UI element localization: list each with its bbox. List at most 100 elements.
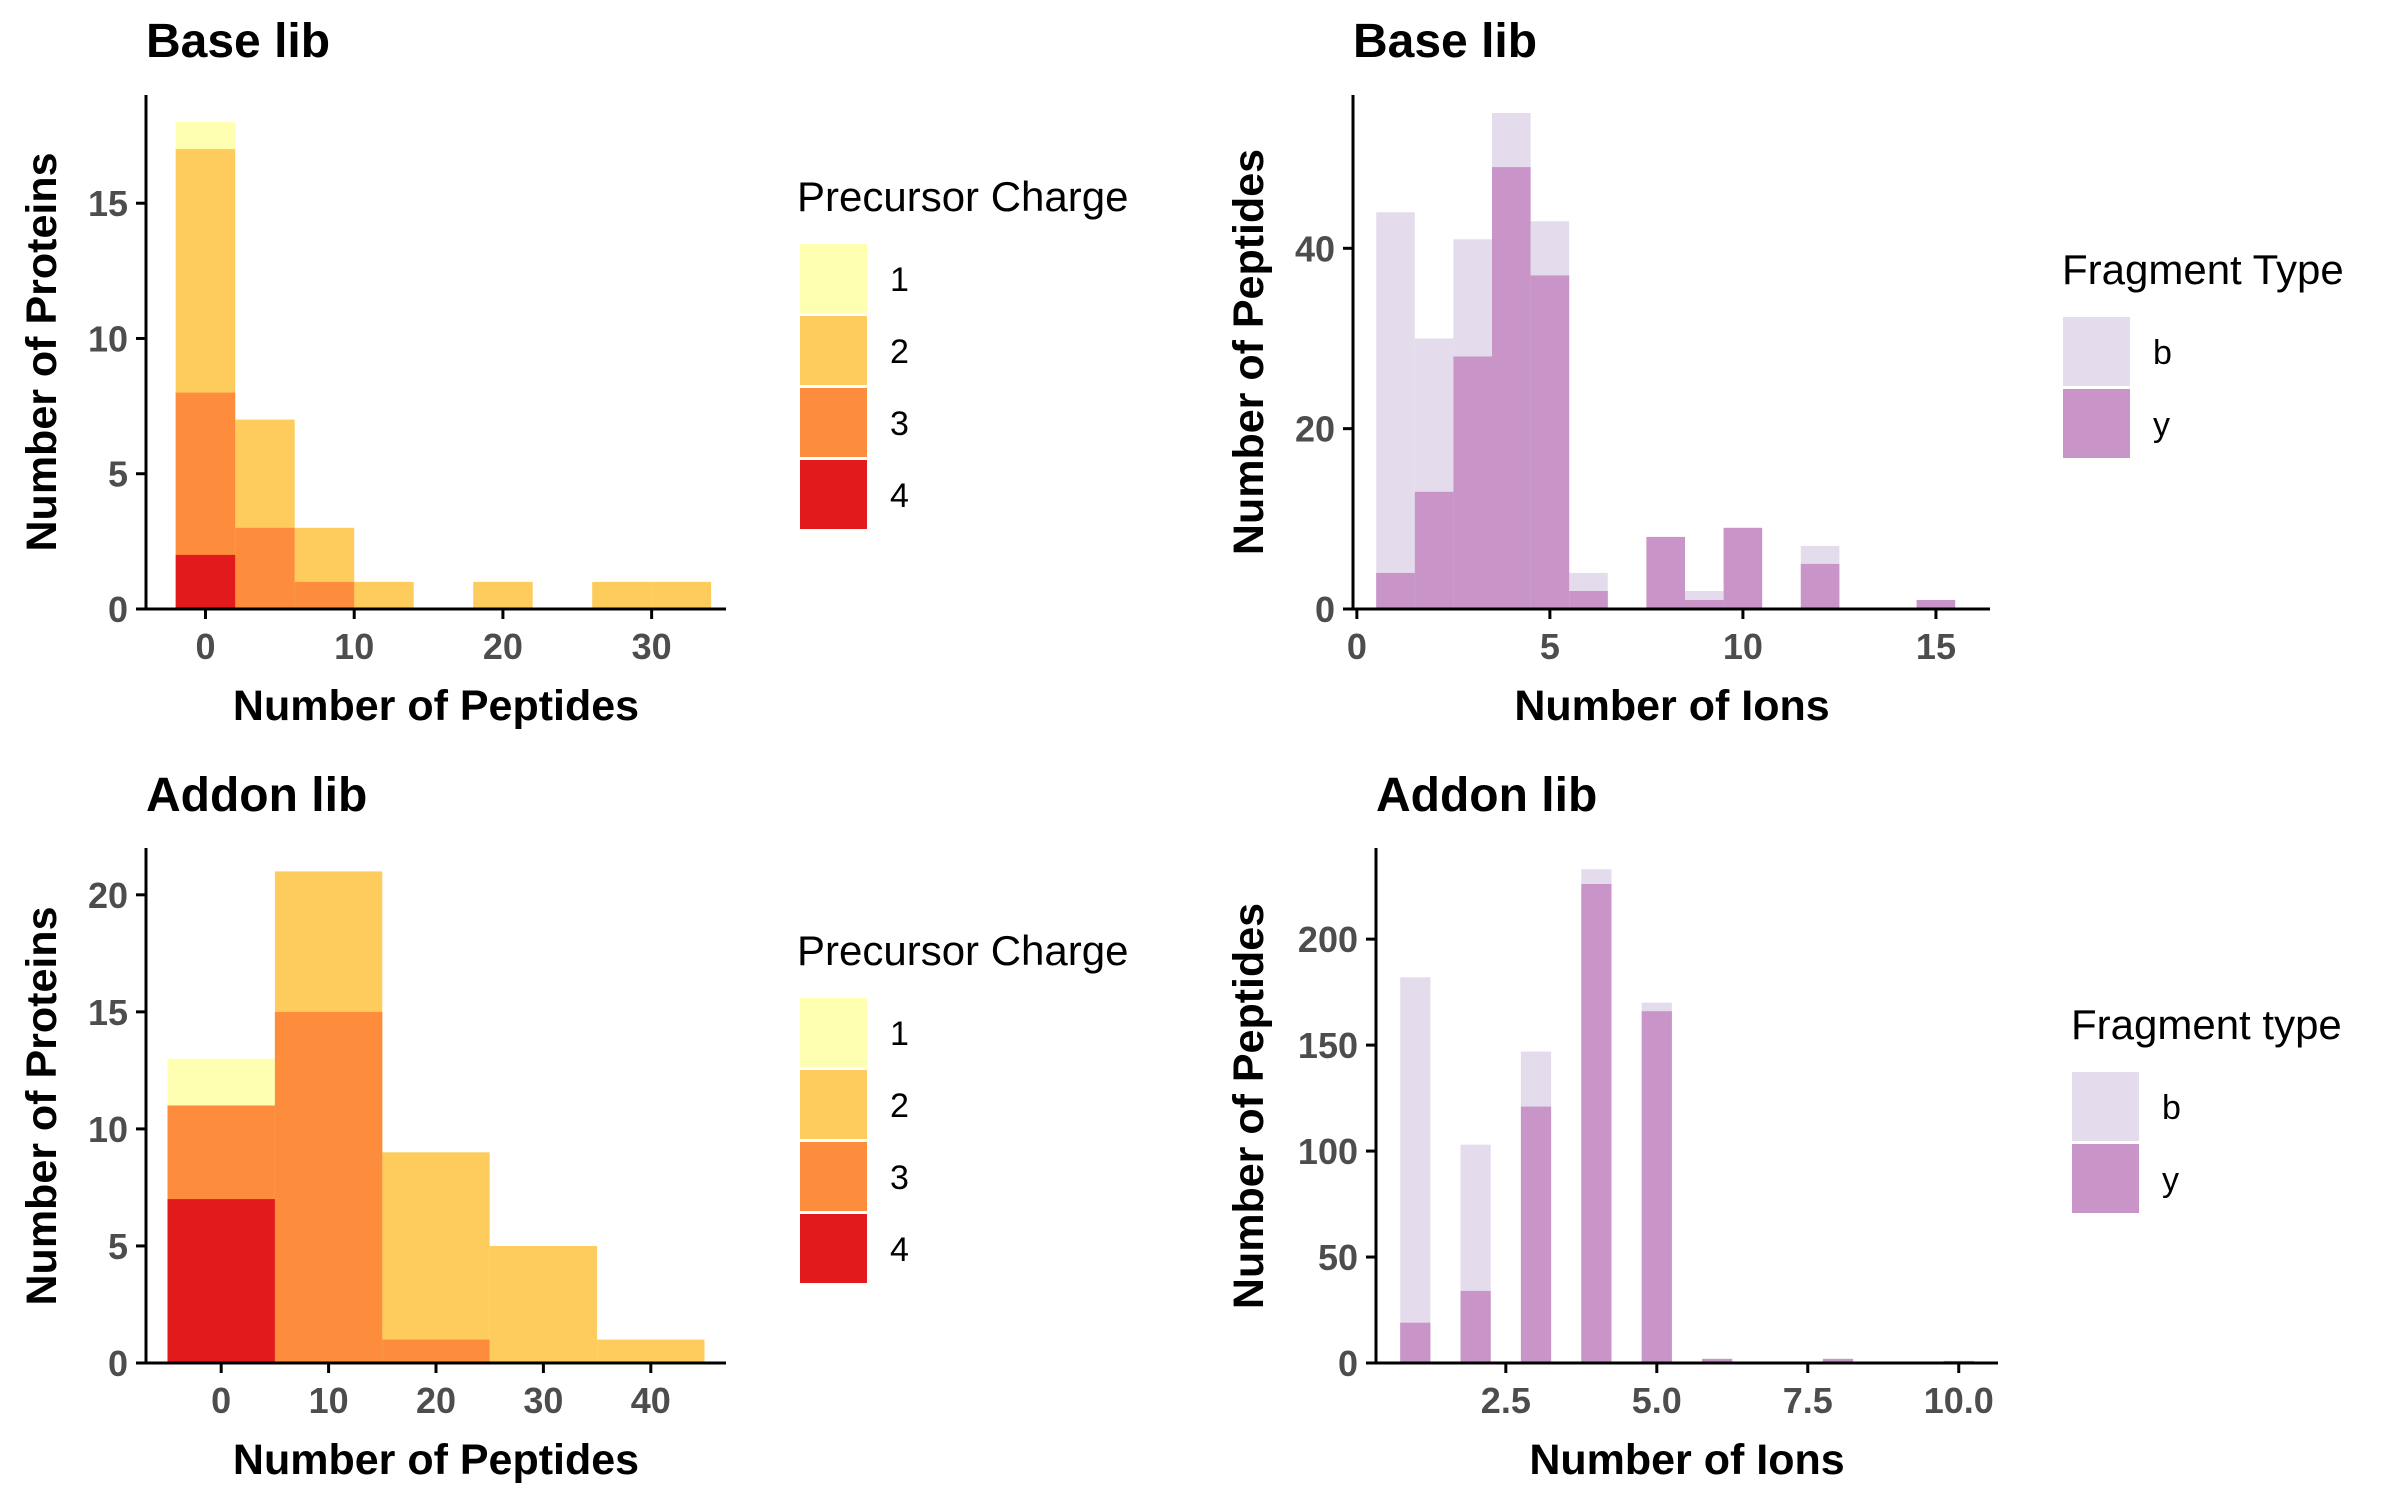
y-tick-label: 150 [1298, 1025, 1358, 1066]
y-axis-label: Number of Proteins [18, 153, 66, 552]
legend-key-charge-2 [800, 1070, 867, 1139]
panel-title: Addon lib [146, 769, 367, 822]
y-tick-label: 50 [1318, 1237, 1358, 1278]
bars-group [1400, 869, 1974, 1363]
y-tick-label: 20 [88, 875, 128, 916]
x-axis-label: Number of Ions [1514, 682, 1829, 730]
panel-bottom-left: Addon lib 0 5 10 15 20 0 10 20 30 40 Number of P… [18, 769, 1128, 1484]
y-axis-label: Number of Proteins [18, 907, 66, 1306]
y-tick-label: 0 [108, 589, 128, 630]
bar-3-4 [235, 527, 295, 609]
panel-title: Base lib [1353, 15, 1537, 68]
legend: Fragment type b y [2071, 1001, 2342, 1213]
x-tick-label: 0 [1347, 626, 1367, 667]
bar-3-10 [274, 1011, 383, 1363]
legend: Precursor Charge 1 2 3 4 [797, 173, 1128, 529]
y-ticks: 0 5 10 15 [88, 183, 146, 630]
x-tick-label: 10 [334, 626, 374, 667]
y-tick-label: 10 [88, 1109, 128, 1150]
legend-label-y: y [2162, 1161, 2179, 1199]
y-tick-label: 0 [1315, 589, 1335, 630]
y-tick-label: 0 [1338, 1343, 1358, 1384]
x-axis-label: Number of Peptides [233, 1436, 639, 1484]
y-tick-label: 20 [1295, 409, 1335, 450]
x-tick-label: 7.5 [1783, 1380, 1833, 1421]
bar-y-9 [1685, 600, 1724, 609]
legend-key-charge-1 [800, 998, 867, 1067]
legend-key-charge-2 [800, 316, 867, 385]
bar-2-20 [473, 581, 533, 609]
y-tick-label: 15 [88, 183, 128, 224]
bar-2-32 [651, 581, 712, 609]
bar-y-4 [1492, 167, 1531, 609]
bar-y-6 [1702, 1358, 1733, 1363]
x-tick-label: 5 [1540, 626, 1560, 667]
bar-y-1 [1400, 1322, 1431, 1363]
y-axis-label: Number of Peptides [1225, 149, 1273, 555]
legend-key-charge-3 [800, 388, 867, 457]
bar-y-15 [1916, 600, 1956, 609]
bar-y-2 [1460, 1290, 1491, 1363]
panel-title: Addon lib [1376, 769, 1597, 822]
bar-y-10 [1723, 527, 1763, 609]
x-axis-label: Number of Peptides [233, 682, 639, 730]
x-ticks: 2.5 5.0 7.5 10.0 [1481, 1363, 1994, 1421]
x-tick-label: 10 [1723, 626, 1763, 667]
legend-title: Precursor Charge [797, 927, 1128, 974]
bar-4-0 [167, 1199, 275, 1363]
bar-y-4 [1581, 884, 1612, 1363]
x-tick-label: 0 [195, 626, 215, 667]
panel-title: Base lib [146, 15, 330, 68]
bar-3-8 [294, 581, 355, 609]
bar-2-30 [489, 1246, 598, 1363]
x-ticks: 0 5 10 15 [1347, 609, 1956, 667]
bars-group [167, 871, 705, 1363]
y-tick-label: 5 [108, 454, 128, 495]
x-ticks: 0 10 20 30 [195, 609, 672, 667]
bar-b-1 [1400, 977, 1431, 1363]
bars-group [1376, 113, 1956, 610]
x-axis-label: Number of Ions [1529, 1436, 1844, 1484]
x-tick-label: 10 [309, 1380, 349, 1421]
panel-top-right: Base lib 0 20 40 0 5 10 15 Number of Ions Num… [1225, 15, 2344, 730]
x-ticks: 0 10 20 30 40 [211, 1363, 671, 1421]
x-tick-label: 20 [483, 626, 523, 667]
legend: Fragment Type b y [2062, 246, 2344, 458]
bar-y-6 [1569, 591, 1608, 609]
bar-y-5 [1641, 1011, 1672, 1363]
y-tick-label: 15 [88, 992, 128, 1033]
x-tick-label: 2.5 [1481, 1380, 1531, 1421]
bar-2-20 [382, 1152, 490, 1363]
bars-group [175, 122, 712, 609]
legend-label-3: 3 [890, 405, 909, 443]
x-tick-label: 5.0 [1632, 1380, 1682, 1421]
legend-title: Fragment type [2071, 1001, 2342, 1048]
legend-label-b: b [2153, 334, 2172, 372]
legend-label-1: 1 [890, 261, 909, 299]
legend-key-y [2072, 1144, 2139, 1213]
legend-key-y [2063, 389, 2130, 458]
legend-key-b [2072, 1072, 2139, 1141]
legend-key-b [2063, 317, 2130, 386]
legend-title: Fragment Type [2062, 246, 2344, 293]
legend-key-charge-4 [800, 1214, 867, 1283]
y-tick-label: 10 [88, 318, 128, 359]
bar-2-40 [597, 1339, 705, 1363]
legend-title: Precursor Charge [797, 173, 1128, 220]
bar-y-8 [1822, 1358, 1854, 1363]
legend-label-3: 3 [890, 1159, 909, 1197]
x-tick-label: 30 [523, 1380, 563, 1421]
bar-y-3 [1520, 1106, 1552, 1363]
bar-2-12 [354, 581, 414, 609]
legend-label-2: 2 [890, 1087, 909, 1125]
legend-key-charge-3 [800, 1142, 867, 1211]
panel-top-left: Base lib 0 5 10 15 0 10 20 30 Number of Peptid… [18, 15, 1128, 730]
legend-key-charge-1 [800, 244, 867, 313]
bar-y-12 [1800, 563, 1840, 609]
bar-y-3 [1453, 356, 1492, 609]
y-tick-label: 5 [108, 1226, 128, 1267]
y-ticks: 0 5 10 15 20 [88, 875, 146, 1384]
legend-label-4: 4 [890, 1231, 909, 1269]
y-axis-label: Number of Peptides [1225, 903, 1273, 1309]
